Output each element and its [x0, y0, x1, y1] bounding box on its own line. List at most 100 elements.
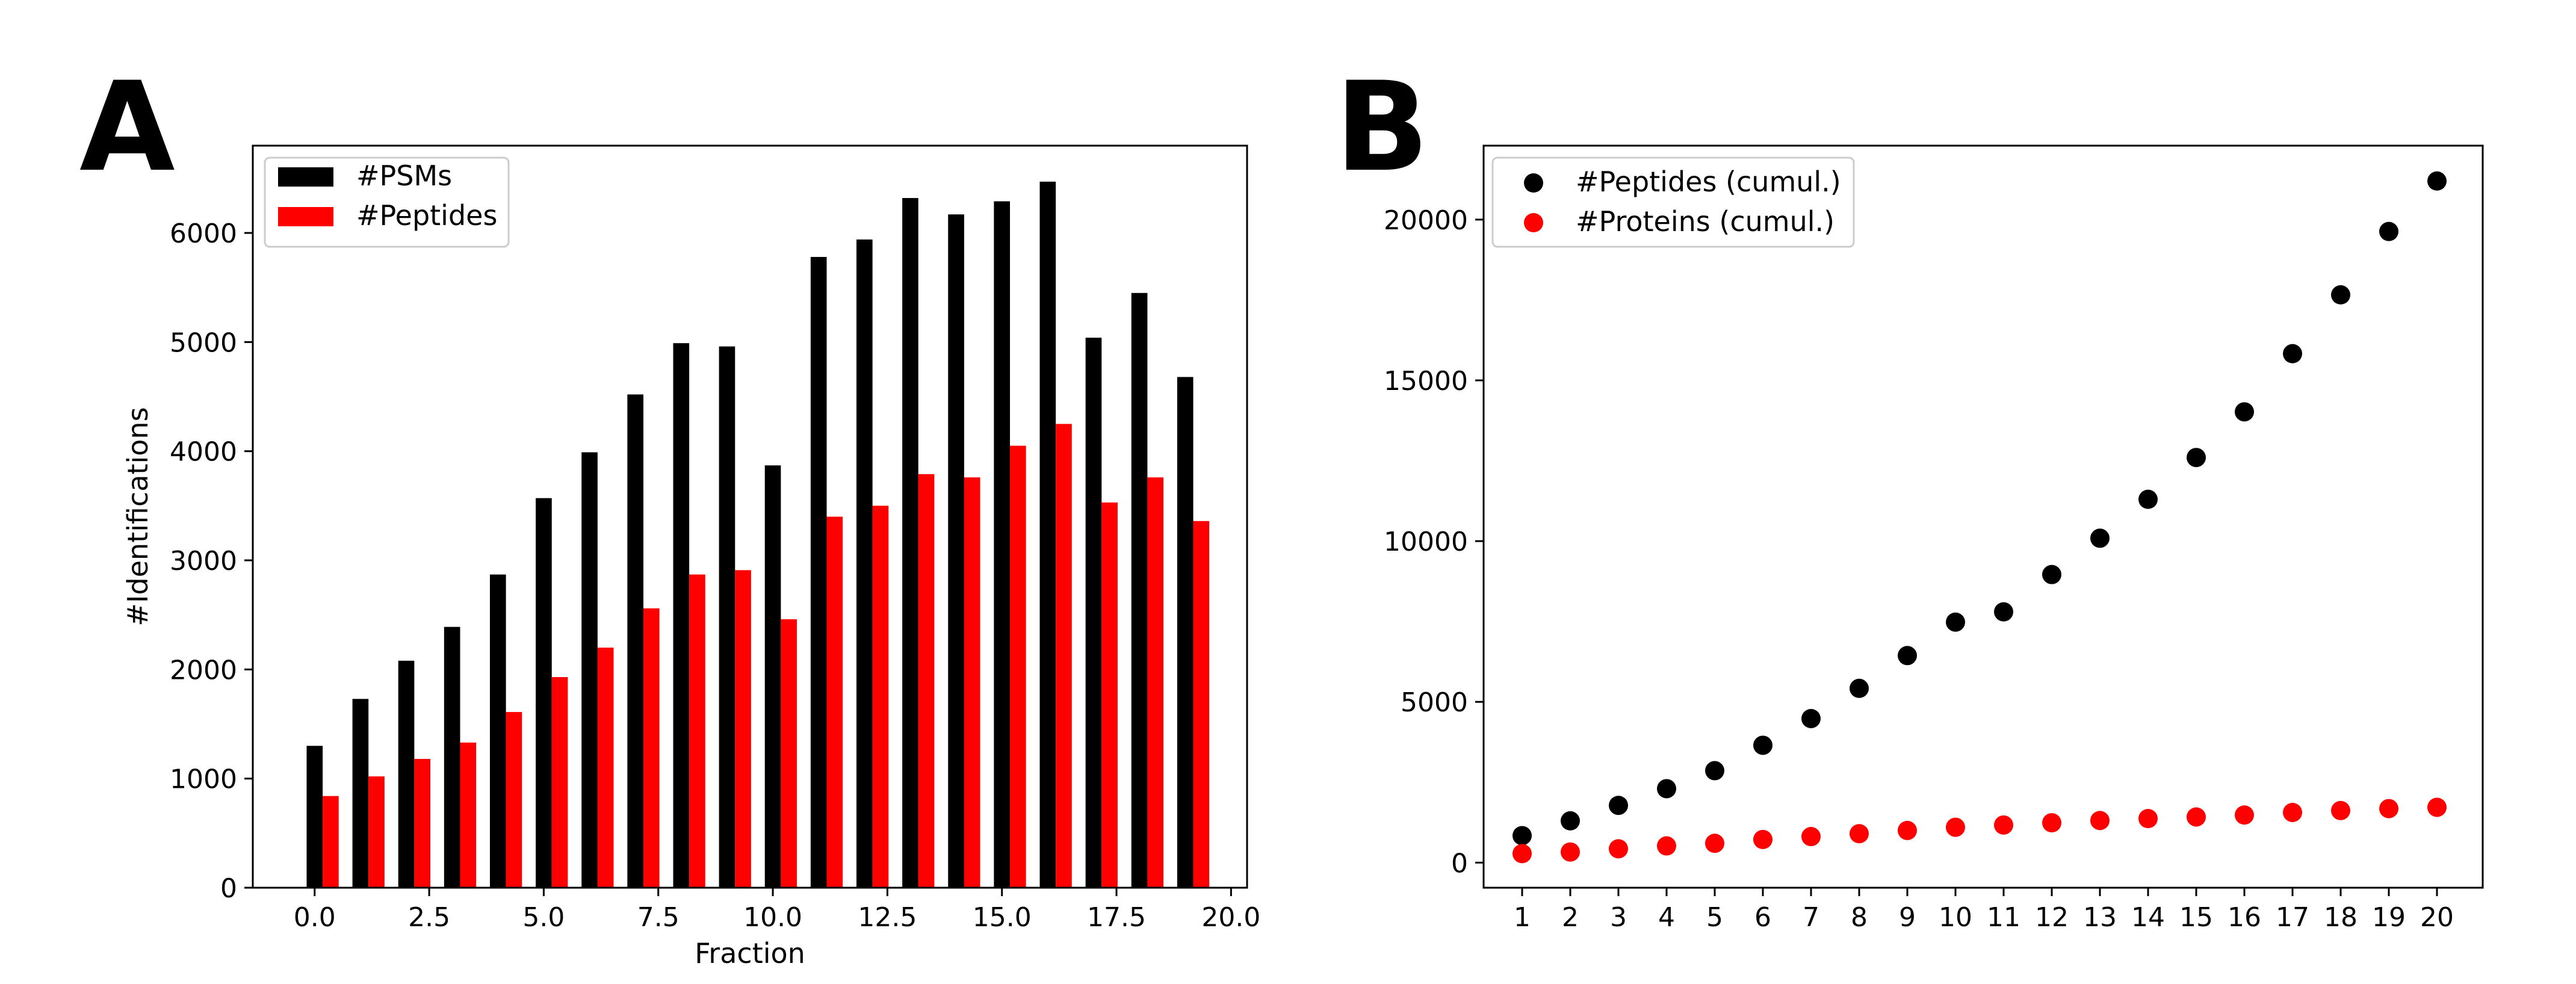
x-tick-label-b: 5	[1706, 902, 1723, 933]
x-tick-label-a: 5.0	[522, 902, 565, 933]
bar-psms	[1039, 181, 1056, 888]
panel-label-b: B	[1335, 56, 1429, 199]
point-peptides-cumul	[1898, 646, 1917, 666]
bar-psms	[627, 394, 643, 888]
bar-peptides	[1193, 521, 1210, 888]
bar-peptides	[1147, 477, 1164, 888]
bar-peptides	[1056, 424, 1072, 888]
y-tick-label-b: 0	[1451, 848, 1468, 879]
point-peptides-cumul	[2379, 221, 2398, 241]
x-tick-label-b: 1	[1514, 902, 1531, 933]
bar-psms	[764, 465, 781, 888]
bar-peptides	[643, 608, 660, 888]
bar-peptides	[735, 570, 751, 888]
y-tick-label-b: 20000	[1384, 205, 1468, 236]
y-tick-label-a: 2000	[170, 655, 237, 685]
x-tick-label-b: 10	[1939, 902, 1972, 933]
y-axis-label-a: #Identifications	[122, 407, 154, 626]
point-peptides-cumul	[2331, 285, 2350, 305]
legend-frame-b	[1491, 156, 1855, 248]
bar-psms	[1177, 377, 1194, 888]
panel-label-a: A	[79, 56, 175, 199]
point-peptides-cumul	[2427, 171, 2447, 191]
bar-peptides	[1101, 502, 1118, 888]
y-tick-label-a: 3000	[170, 546, 237, 577]
bar-peptides	[506, 712, 522, 888]
x-tick-label-b: 15	[2179, 902, 2213, 933]
legend-swatch-a	[278, 167, 333, 187]
bar-psms	[1085, 338, 1102, 888]
point-peptides-cumul	[1705, 761, 1724, 781]
x-tick-label-b: 11	[1987, 902, 2020, 933]
x-tick-label-a: 15.0	[973, 902, 1032, 933]
point-proteins-cumul	[1657, 836, 1676, 856]
legend-label-b: #Proteins (cumul.)	[1576, 205, 1834, 238]
bar-psms	[856, 239, 873, 888]
point-peptides-cumul	[1657, 779, 1676, 799]
x-tick-label-b: 12	[2035, 902, 2069, 933]
point-proteins-cumul	[1705, 834, 1724, 853]
plot-frame-b	[1482, 144, 2484, 889]
bar-peptides	[551, 677, 568, 888]
legend-marker-b	[1524, 173, 1543, 193]
bar-peptides	[323, 796, 339, 888]
point-proteins-cumul	[2138, 809, 2158, 829]
bar-psms	[902, 198, 918, 888]
point-proteins-cumul	[2427, 797, 2447, 817]
point-peptides-cumul	[2187, 448, 2206, 468]
x-tick-label-b: 13	[2083, 902, 2117, 933]
bar-peptides	[826, 516, 843, 888]
point-peptides-cumul	[1512, 826, 1532, 846]
y-tick-label-a: 1000	[170, 764, 237, 795]
point-peptides-cumul	[2090, 528, 2110, 548]
point-peptides-cumul	[1753, 735, 1773, 755]
y-tick-label-b: 5000	[1401, 687, 1468, 718]
plot-frame-a	[252, 144, 1248, 889]
y-tick-label-b: 10000	[1384, 527, 1468, 557]
point-proteins-cumul	[2235, 805, 2254, 825]
point-proteins-cumul	[2187, 807, 2206, 827]
bar-peptides	[597, 648, 614, 888]
bar-psms	[948, 214, 964, 888]
point-peptides-cumul	[2042, 565, 2061, 584]
legend-marker-b	[1524, 213, 1543, 232]
y-tick-label-b: 15000	[1384, 366, 1468, 397]
legend-a: #PSMs #Peptides	[264, 156, 510, 248]
x-tick-label-b: 4	[1658, 902, 1675, 933]
x-tick-label-b: 19	[2372, 902, 2406, 933]
x-tick-label-a: 0.0	[294, 902, 336, 933]
point-proteins-cumul	[1850, 824, 1869, 844]
y-tick-label-a: 4000	[170, 437, 237, 468]
point-peptides-cumul	[1946, 612, 1965, 632]
bar-psms	[719, 346, 735, 888]
point-proteins-cumul	[1609, 839, 1628, 859]
bar-psms	[444, 627, 460, 888]
chart-a: 0.0 2.5 5.0 7.5 10.0 12.5 15.0 17.5 20.0 0 1000 200…	[122, 144, 1260, 970]
y-tick-label-a: 0	[220, 873, 237, 904]
bar-psms	[352, 699, 369, 888]
x-tick-label-b: 7	[1803, 902, 1819, 933]
bar-psms	[1131, 292, 1148, 888]
x-tick-label-b: 16	[2228, 902, 2261, 933]
x-tick-label-b: 6	[1754, 902, 1771, 933]
x-tick-label-b: 18	[2324, 902, 2358, 933]
x-tick-label-b: 9	[1899, 902, 1916, 933]
y-tick-label-a: 6000	[170, 218, 237, 249]
bar-peptides	[781, 619, 797, 888]
bar-psms	[994, 201, 1011, 888]
x-tick-label-a: 12.5	[858, 902, 917, 933]
point-proteins-cumul	[2042, 813, 2061, 833]
bar-psms	[398, 660, 415, 888]
bar-peptides	[368, 776, 385, 888]
y-tick-label-a: 5000	[170, 327, 237, 358]
point-proteins-cumul	[1801, 827, 1821, 847]
legend-label-b: #Peptides (cumul.)	[1576, 166, 1841, 198]
bar-peptides	[689, 574, 705, 888]
x-tick-label-a: 7.5	[637, 902, 680, 933]
bar-peptides	[1010, 445, 1026, 888]
bar-peptides	[414, 759, 430, 888]
point-peptides-cumul	[1801, 708, 1821, 728]
legend-swatch-a	[278, 207, 333, 226]
x-tick-label-b: 17	[2276, 902, 2309, 933]
bar-psms	[536, 498, 552, 888]
